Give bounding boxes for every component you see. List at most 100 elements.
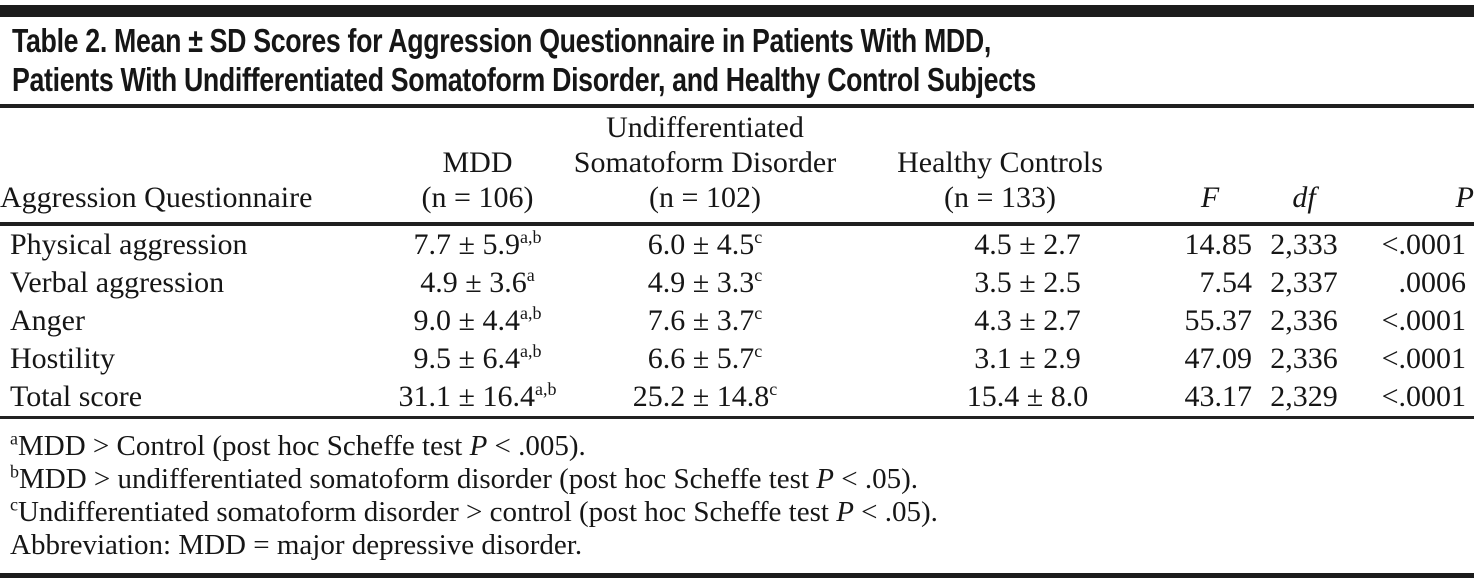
healthy-controls-column-header: Healthy Controls (n = 133) (840, 110, 1160, 226)
df-value-cell: 2,336 (1270, 304, 1338, 337)
footnote-marker: c (754, 341, 763, 361)
footnote-marker: a,b (519, 303, 542, 323)
table-title: Table 2. Mean ± SD Scores for Aggression… (12, 21, 1470, 99)
footnote-abbreviation-text: Abbreviation: MDD = major depressive dis… (10, 529, 583, 561)
footnote-abbreviation: Abbreviation: MDD = major depressive dis… (10, 529, 1464, 562)
f-value-cell: 43.17 (1160, 378, 1260, 419)
title-divider-rule (0, 104, 1474, 108)
healthy-controls-mean-cell: 3.5 ± 2.5 (974, 266, 1081, 299)
footnote-a-tail: < .005). (487, 430, 586, 462)
healthy-controls-mean-cell: 4.5 ± 2.7 (974, 228, 1081, 261)
mean-sd-value: 4.9 ± 3.6 (420, 266, 527, 299)
footnote-c-stat: P (836, 496, 854, 528)
mean-sd-value: 7.7 ± 5.9 (413, 228, 520, 261)
f-column-header: F (1160, 110, 1260, 226)
mean-sd-value: 31.1 ± 16.4 (398, 380, 535, 413)
footnote-c-marker: c (10, 494, 18, 515)
table-row-verbal-aggression: Verbal aggression 4.9 ± 3.6a 4.9 ± 3.3c … (0, 264, 1474, 302)
p-value-cell: <.0001 (1381, 304, 1466, 337)
table-body: Physical aggression 7.7 ± 5.9a,b 6.0 ± 4… (0, 224, 1474, 419)
f-value-cell: 55.37 (1184, 304, 1253, 337)
aggression-questionnaire-table: Aggression Questionnaire MDD (n = 106) U… (0, 110, 1474, 419)
p-value-cell: <.0001 (1348, 378, 1474, 419)
mdd-mean-cell: 7.7 ± 5.9a,b (385, 224, 570, 264)
footnote-marker: c (754, 227, 763, 247)
mean-sd-value: 6.0 ± 4.5 (647, 228, 755, 261)
table-title-line2: Patients With Undifferentiated Somatofor… (12, 61, 1036, 98)
mdd-mean-cell: 9.0 ± 4.4a,b (385, 302, 570, 340)
row-label: Hostility (10, 342, 116, 375)
mdd-mean-cell: 4.9 ± 3.6a (385, 264, 570, 302)
table-row-total-score: Total score 31.1 ± 16.4a,b 25.2 ± 14.8c … (0, 378, 1474, 419)
f-value-cell: 47.09 (1184, 342, 1253, 375)
footnote-marker: a,b (519, 227, 542, 247)
table-header: Aggression Questionnaire MDD (n = 106) U… (0, 110, 1474, 226)
somatoform-mean-cell: 25.2 ± 14.8c (570, 378, 840, 419)
footnote-c: cUndifferentiated somatoform disorder > … (10, 494, 1464, 529)
row-label: Total score (0, 378, 385, 419)
footnote-marker: a,b (534, 379, 557, 399)
somatoform-mean-cell: 4.9 ± 3.3c (570, 264, 840, 302)
mean-sd-value: 9.5 ± 6.4 (413, 342, 520, 375)
footnote-marker: a,b (519, 341, 542, 361)
healthy-controls-header-name: Healthy Controls (897, 146, 1103, 179)
healthy-controls-header-n: (n = 133) (944, 181, 1056, 214)
somatoform-mean-cell: 7.6 ± 3.7c (570, 302, 840, 340)
footnote-b: bMDD > undifferentiated somatoform disor… (10, 461, 1464, 496)
table-row-hostility: Hostility 9.5 ± 6.4a,b 6.6 ± 5.7c 3.1 ± … (0, 340, 1474, 378)
footnote-b-marker: b (10, 461, 19, 482)
footnote-c-text: Undifferentiated somatoform disorder > c… (17, 496, 837, 528)
mdd-mean-cell: 31.1 ± 16.4a,b (385, 378, 570, 419)
stub-column-header: Aggression Questionnaire (0, 110, 385, 226)
table-row-anger: Anger 9.0 ± 4.4a,b 7.6 ± 3.7c 4.3 ± 2.7 … (0, 302, 1474, 340)
table-title-line1: Table 2. Mean ± SD Scores for Aggression… (12, 22, 991, 59)
mean-sd-value: 6.6 ± 5.7 (647, 342, 755, 375)
df-value-cell: 2,329 (1260, 378, 1348, 419)
p-column-header: P (1348, 110, 1474, 226)
row-label: Verbal aggression (10, 266, 225, 299)
f-value-cell: 14.85 (1184, 228, 1253, 261)
somatoform-header-line1: Undifferentiated (606, 111, 804, 144)
footnote-marker: a (526, 265, 535, 285)
top-rule (0, 5, 1474, 17)
somatoform-mean-cell: 6.0 ± 4.5c (570, 224, 840, 264)
footnote-marker: c (754, 303, 763, 323)
footnote-a-marker: a (10, 428, 18, 449)
mean-sd-value: 4.9 ± 3.3 (647, 266, 755, 299)
footnote-a-stat: P (469, 430, 488, 462)
somatoform-mean-cell: 6.6 ± 5.7c (570, 340, 840, 378)
mean-sd-value: 25.2 ± 14.8 (632, 380, 770, 413)
footnote-b-text: MDD > undifferentiated somatoform disord… (18, 463, 817, 495)
healthy-controls-mean-cell: 15.4 ± 8.0 (840, 378, 1160, 419)
mean-sd-value: 7.6 ± 3.7 (647, 304, 755, 337)
mdd-header-n: (n = 106) (421, 181, 534, 214)
footnote-marker: c (754, 265, 763, 285)
p-value-cell: .0006 (1398, 266, 1467, 299)
df-value-cell: 2,333 (1270, 228, 1338, 261)
footnote-a: aMDD > Control (post hoc Scheffe test P … (10, 428, 1464, 463)
healthy-controls-mean-cell: 4.3 ± 2.7 (974, 304, 1081, 337)
df-value-cell: 2,336 (1270, 342, 1338, 375)
df-column-header: df (1260, 110, 1348, 226)
mdd-mean-cell: 9.5 ± 6.4a,b (385, 340, 570, 378)
footnote-marker: c (769, 379, 778, 399)
footnote-c-tail: < .05). (853, 496, 938, 528)
bottom-rule (0, 573, 1474, 578)
somatoform-header-line2: Somatoform Disorder (573, 146, 837, 179)
row-label: Anger (10, 304, 85, 337)
mdd-column-header: MDD (n = 106) (385, 110, 570, 226)
footnotes-block: aMDD > Control (post hoc Scheffe test P … (0, 424, 1474, 562)
row-label: Physical aggression (10, 228, 248, 261)
somatoform-column-header: Undifferentiated Somatoform Disorder (n … (570, 110, 840, 226)
healthy-controls-mean-cell: 3.1 ± 2.9 (974, 342, 1081, 375)
p-value-cell: <.0001 (1381, 228, 1466, 261)
mean-sd-value: 9.0 ± 4.4 (413, 304, 520, 337)
f-value-cell: 7.54 (1199, 266, 1253, 299)
p-value-cell: <.0001 (1381, 342, 1466, 375)
df-value-cell: 2,337 (1270, 266, 1338, 299)
mdd-header-name: MDD (442, 146, 513, 179)
footnote-b-stat: P (816, 463, 834, 495)
table-row-physical-aggression: Physical aggression 7.7 ± 5.9a,b 6.0 ± 4… (0, 224, 1474, 264)
somatoform-header-n: (n = 102) (649, 181, 761, 214)
